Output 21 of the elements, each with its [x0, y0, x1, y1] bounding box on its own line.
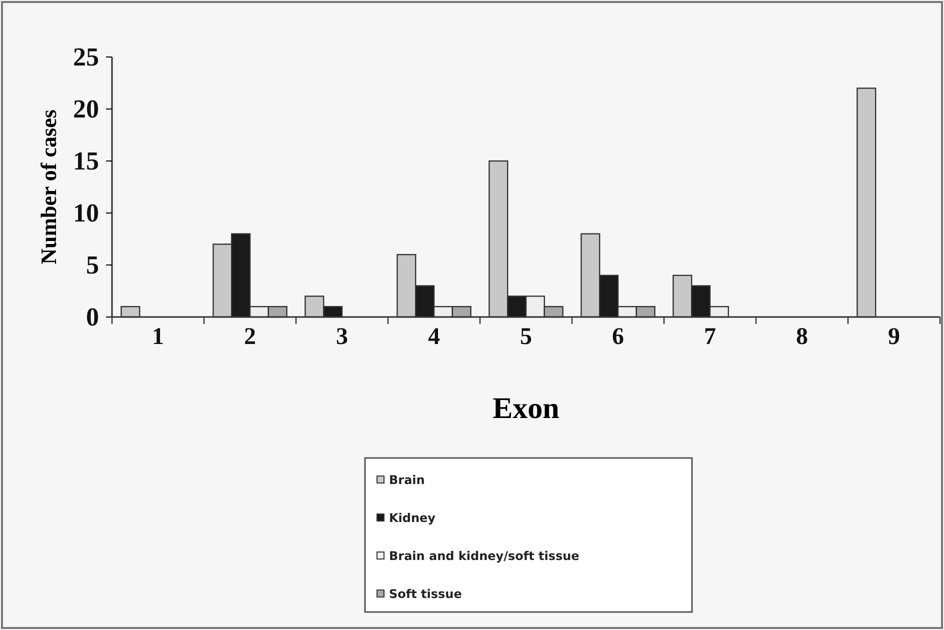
y-tick-label: 20 — [73, 94, 99, 124]
y-tick-label: 10 — [73, 198, 99, 228]
x-tick-label: 5 — [520, 324, 532, 350]
x-tick-label: 9 — [888, 324, 900, 350]
x-tick-label: 6 — [612, 324, 624, 350]
x-tick-label: 3 — [336, 324, 348, 350]
legend-label: Brain and kidney/soft tissue — [389, 549, 580, 563]
y-axis-title: Number of cases — [36, 109, 61, 264]
y-tick-label: 15 — [73, 146, 99, 176]
y-tick-label: 5 — [86, 250, 99, 280]
legend-label: Brain — [389, 473, 425, 487]
legend-label: Kidney — [389, 511, 436, 525]
x-tick-label: 4 — [428, 324, 440, 350]
x-tick-label: 7 — [704, 324, 716, 350]
x-axis-title: Exon — [492, 392, 560, 425]
y-tick-label: 25 — [73, 42, 99, 72]
legend-label: Soft tissue — [389, 587, 462, 601]
x-tick-label: 1 — [152, 324, 164, 350]
y-tick-label: 0 — [86, 302, 99, 332]
x-tick-label: 8 — [796, 324, 808, 350]
x-tick-label: 2 — [244, 324, 256, 350]
